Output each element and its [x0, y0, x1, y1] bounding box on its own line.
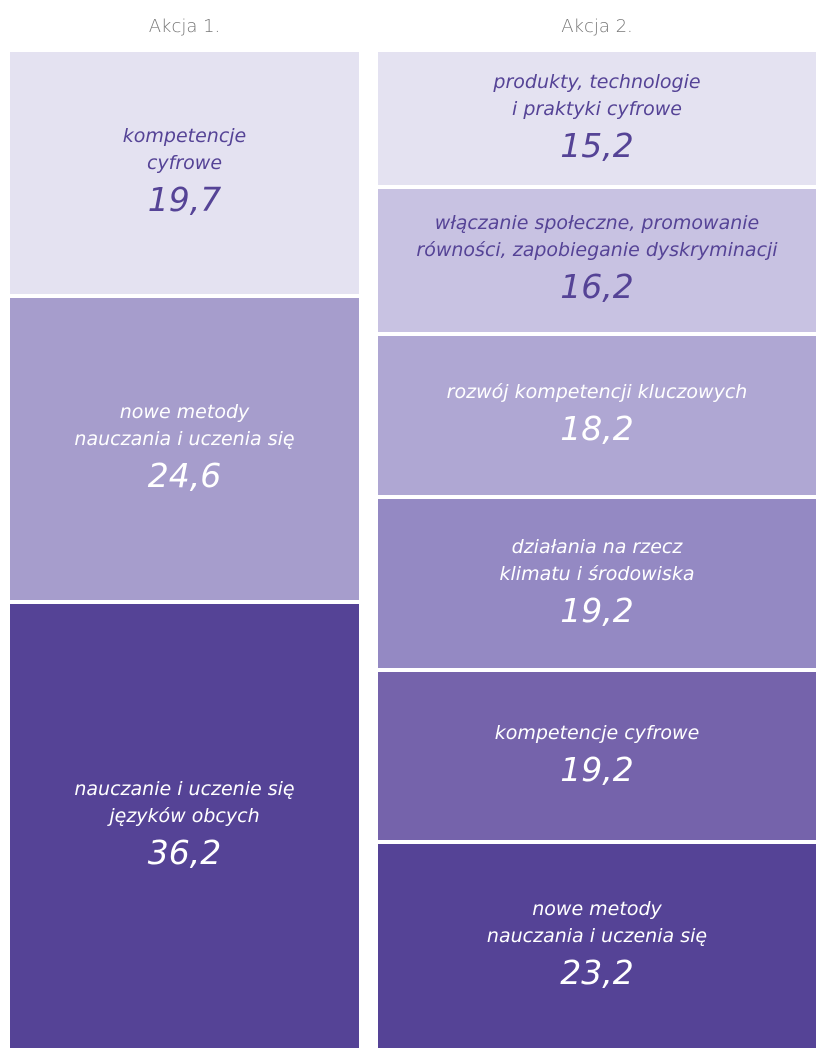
bar-segment: włączanie społeczne, promowanie równości… [378, 189, 816, 332]
segment-label: rozwój kompetencji kluczowych [446, 380, 748, 403]
value-label: 15,2 [560, 125, 634, 165]
value-label: 18,2 [560, 408, 634, 448]
bar-segment: produkty, technologie i praktyki cyfrowe… [378, 52, 816, 186]
segment-label: działania na rzecz klimatu i środowiska [499, 535, 695, 585]
segment-label: kompetencje cyfrowe [122, 124, 247, 174]
value-label: 16,2 [560, 267, 634, 307]
column-title: Akcja 2. [561, 16, 633, 37]
value-label: 19,2 [560, 590, 634, 630]
value-label: 19,2 [560, 749, 634, 789]
bar-segment: nowe metody nauczania i uczenia się 23,2 [378, 844, 816, 1048]
bar-segment: nauczanie i uczenie się języków obcych 36… [10, 603, 359, 1048]
value-label: 24,6 [147, 455, 222, 495]
segment-label: produkty, technologie i praktyki cyfrowe [493, 70, 701, 120]
bar-segment: działania na rzecz klimatu i środowiska 1… [378, 499, 816, 668]
value-label: 19,7 [147, 179, 222, 219]
segment-label: nauczanie i uczenie się języków obcych [74, 777, 295, 827]
value-label: 23,2 [560, 953, 634, 993]
segment-label: kompetencje cyfrowe [494, 721, 700, 744]
bar-segment: kompetencje cyfrowe 19,7 [10, 52, 359, 294]
segment-label: nowe metody nauczania i uczenia się [486, 898, 708, 948]
value-label: 36,2 [147, 832, 222, 872]
bar-segment: rozwój kompetencji kluczowych 18,2 [378, 335, 816, 496]
segment-label: nowe metody nauczania i uczenia się [74, 400, 295, 450]
column-title: Akcja 1. [148, 16, 221, 37]
segment-label: włączanie społeczne, promowanie równości… [416, 212, 778, 262]
bar-segment: nowe metody nauczania i uczenia się 24,6 [10, 297, 359, 600]
bar-segment: kompetencje cyfrowe 19,2 [378, 671, 816, 841]
